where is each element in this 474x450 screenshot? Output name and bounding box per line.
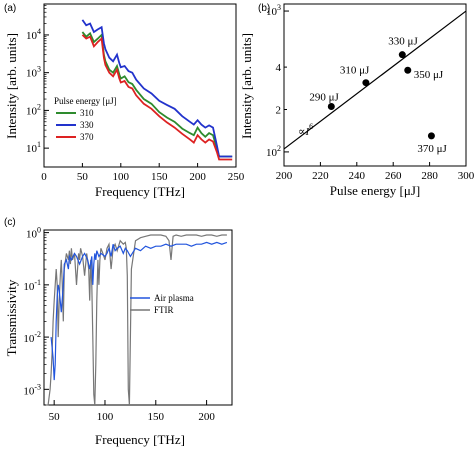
panel-b-x-tick-label: 240 [349, 170, 366, 182]
panel-b-point [362, 79, 370, 87]
panel-a-series-330 [81, 19, 233, 158]
panel-a-frame [43, 3, 237, 168]
panel-b-x-tick-label: 280 [421, 170, 438, 182]
panel-c-legend: Air plasma FTIR [130, 293, 194, 315]
panel-a-x-tick-label: 200 [189, 171, 206, 183]
panel-c-y-tick-label: 10-3 [23, 382, 41, 397]
panel-b-points: 290 μJ 310 μJ 330 μJ 350 μJ 370 μJ [309, 36, 447, 155]
panel-c-y-tick-label: 10-2 [23, 330, 41, 345]
panel-a-x-tick-label: 50 [77, 171, 89, 183]
panel-c-x-tick-label: 200 [198, 411, 215, 423]
panel-a-series [81, 19, 233, 161]
panel-b-frame [283, 3, 467, 167]
panel-a-x-ticks: 0 50 100 150 200 250 [41, 163, 245, 183]
panel-b-point-label: 310 μJ [340, 65, 370, 77]
panel-a-legend: Pulse energy [μJ] 310 330 370 [54, 96, 117, 142]
panel-b-y-tick-label: 102 [266, 144, 281, 159]
panel-b-y-tick-label: 103 [266, 3, 281, 18]
panel-c-series-ftir [46, 234, 227, 406]
panel-b-fit-line-path [283, 10, 467, 150]
panel-a-series-310 [81, 31, 233, 158]
panel-c-y-tick-label: 100 [26, 226, 41, 241]
panel-c-x-tick-label: 150 [148, 411, 165, 423]
panel-b-x-tick-label: 300 [458, 170, 474, 182]
panel-a-y-tick-label: 101 [26, 140, 41, 155]
panel-c-series-air-plasma [50, 241, 228, 381]
panel-b-point [327, 103, 335, 111]
panel-a-y-axis-label: Intensity [arb. units] [4, 33, 19, 139]
panel-a-label: (a) [4, 3, 16, 14]
panel-c-legend-label: FTIR [154, 305, 174, 315]
panel-c-legend-label: Air plasma [154, 293, 194, 303]
panel-b-y-ticks: 102103242 [266, 3, 289, 159]
panel-b-x-ticks: 200 220 240 260 280 300 [276, 162, 474, 182]
panel-b-point-label: 370 μJ [417, 143, 447, 155]
panel-b-y-minor-label: 2 [276, 105, 282, 117]
panel-a-legend-label: 310 [80, 108, 94, 118]
panel-c-y-axis-label: Transmissivity [4, 279, 19, 356]
panel-b-y-axis-label: Intensity [arb. units] [239, 33, 254, 139]
panel-a-legend-title: Pulse energy [μJ] [54, 96, 117, 106]
panel-a-y-tick-label: 104 [26, 27, 41, 42]
panel-b-fit-annotation: ∝I6 [298, 122, 313, 138]
panel-b-point-label: 350 μJ [414, 69, 444, 81]
panel-a: (a) 0 50 100 150 200 250 101 102 103 104 Frequen… [4, 3, 245, 199]
panel-a-legend-label: 330 [80, 120, 94, 130]
panel-b-y-minor-label: 4 [276, 62, 282, 74]
panel-c-label: (c) [4, 217, 16, 228]
panel-b-x-tick-label: 200 [276, 170, 293, 182]
panel-b-point-label: 330 μJ [388, 36, 418, 48]
panel-c-frame [43, 229, 233, 406]
panel-c-x-tick-label: 100 [97, 411, 114, 423]
panel-b-point-label: 290 μJ [309, 92, 339, 104]
panel-c-x-axis-label: Frequency [THz] [95, 432, 185, 447]
panel-b-point [427, 132, 435, 140]
panel-a-series-370 [81, 34, 233, 161]
panel-a-x-tick-label: 100 [113, 171, 130, 183]
panel-b-fit-line [283, 10, 467, 150]
panel-c-x-ticks: 50 100 150 200 [49, 400, 215, 423]
panel-a-legend-items: 310 330 370 [56, 108, 94, 142]
panel-a-x-tick-label: 250 [228, 171, 245, 183]
panel-c-series [46, 234, 228, 406]
panel-a-x-tick-label: 150 [151, 171, 168, 183]
panel-c-y-tick-label: 10-1 [23, 278, 41, 293]
panel-c: (c) 50 100 150 200 100 10-1 10-2 10-3 Frequenc… [4, 217, 233, 447]
panel-b-point [404, 66, 412, 74]
panel-a-legend-label: 370 [80, 132, 94, 142]
panel-b-point [398, 51, 406, 59]
panel-b-label: (b) [258, 3, 270, 14]
panel-a-y-ticks: 101 102 103 104 [26, 5, 49, 155]
panel-b-x-axis-label: Pulse energy [μJ] [330, 183, 421, 198]
panel-c-x-tick-label: 50 [49, 411, 61, 423]
panel-b-x-tick-label: 260 [385, 170, 402, 182]
panel-a-y-tick-label: 103 [26, 65, 41, 80]
panel-a-y-tick-label: 102 [26, 102, 41, 117]
panel-b-x-tick-label: 220 [312, 170, 329, 182]
panel-a-x-axis-label: Frequency [THz] [95, 184, 185, 199]
panel-a-x-tick-label: 0 [41, 171, 47, 183]
panel-c-y-ticks: 100 10-1 10-2 10-3 [23, 226, 49, 397]
